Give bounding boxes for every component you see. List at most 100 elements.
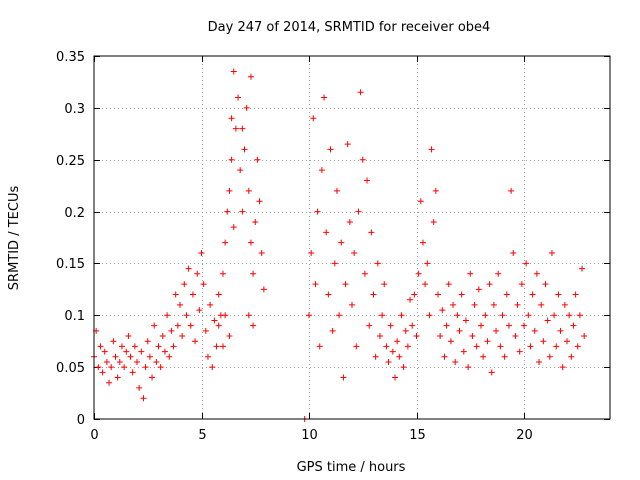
data-point: [559, 364, 566, 371]
data-point: [323, 229, 330, 236]
data-point: [318, 167, 325, 174]
data-point: [368, 229, 375, 236]
data-point: [458, 291, 465, 298]
y-tick-label: 0.05: [56, 361, 85, 376]
data-point: [344, 141, 351, 148]
data-point: [357, 89, 364, 96]
data-point: [426, 312, 433, 319]
data-point: [200, 281, 207, 288]
data-point: [497, 343, 504, 350]
data-point: [359, 156, 366, 163]
data-point: [564, 338, 570, 345]
data-point: [394, 338, 401, 345]
data-point: [376, 333, 383, 340]
data-point: [179, 333, 186, 340]
y-tick-label: 0.2: [64, 206, 85, 221]
y-axis-label: SRMTID / TECUs: [7, 186, 22, 291]
data-point: [361, 270, 368, 277]
data-point: [338, 239, 345, 246]
data-point: [138, 348, 145, 355]
data-point: [488, 369, 495, 376]
data-point: [495, 270, 502, 277]
data-point: [407, 296, 414, 303]
data-point: [462, 317, 469, 324]
data-point: [140, 395, 147, 402]
data-point: [116, 358, 123, 365]
data-point: [555, 291, 562, 298]
data-point: [548, 250, 555, 257]
data-point: [533, 270, 540, 277]
data-point: [202, 327, 209, 334]
data-point: [439, 307, 446, 314]
data-point: [402, 327, 409, 334]
data-point: [336, 312, 343, 319]
data-point: [161, 348, 168, 355]
data-point: [370, 291, 377, 298]
data-point: [445, 281, 452, 288]
data-point: [447, 338, 454, 345]
data-point: [166, 353, 173, 360]
data-point: [250, 270, 257, 277]
data-point: [151, 322, 158, 329]
data-point: [241, 146, 248, 153]
data-point: [247, 73, 254, 80]
data-point: [465, 364, 472, 371]
data-point: [155, 343, 162, 350]
data-point: [443, 322, 450, 329]
x-tick-label: 0: [90, 428, 98, 443]
data-point: [398, 312, 405, 319]
data-point: [540, 338, 547, 345]
data-point: [159, 333, 166, 340]
data-point: [353, 343, 360, 350]
data-point: [224, 208, 231, 215]
data-point: [183, 312, 190, 319]
data-point: [568, 353, 575, 360]
data-point: [576, 312, 583, 319]
data-point: [185, 265, 192, 272]
data-point: [351, 250, 358, 257]
data-point: [174, 322, 181, 329]
data-point: [220, 270, 226, 277]
data-point: [525, 312, 532, 319]
data-point: [432, 187, 439, 194]
data-point: [523, 260, 530, 267]
data-point: [312, 281, 319, 288]
data-point: [392, 374, 398, 381]
data-point: [469, 333, 476, 340]
x-tick-label: 20: [516, 428, 533, 443]
data-point: [149, 374, 156, 381]
data-point: [527, 343, 534, 350]
data-point: [131, 343, 138, 350]
data-point: [551, 312, 558, 319]
data-point: [106, 379, 113, 386]
data-point: [437, 333, 444, 340]
data-point: [207, 301, 214, 308]
data-point: [557, 327, 564, 334]
data-point: [256, 198, 263, 205]
data-point: [546, 353, 553, 360]
data-points: [91, 68, 588, 422]
data-point: [222, 312, 229, 319]
data-point: [467, 270, 474, 277]
data-point: [237, 167, 244, 174]
data-point: [503, 291, 510, 298]
x-tick-label: 10: [301, 428, 318, 443]
data-point: [482, 312, 489, 319]
y-tick-label: 0.3: [64, 102, 85, 117]
data-point: [121, 364, 128, 371]
data-point: [424, 260, 431, 267]
data-point: [419, 239, 426, 246]
data-point: [164, 312, 171, 319]
data-point: [512, 333, 519, 340]
data-point: [346, 218, 353, 225]
data-point: [561, 301, 568, 308]
data-point: [460, 348, 467, 355]
data-point: [243, 104, 250, 111]
data-point: [230, 224, 237, 231]
data-point: [542, 281, 549, 288]
data-point: [381, 281, 388, 288]
data-point: [374, 260, 381, 267]
data-point: [473, 343, 480, 350]
data-point: [383, 343, 390, 350]
